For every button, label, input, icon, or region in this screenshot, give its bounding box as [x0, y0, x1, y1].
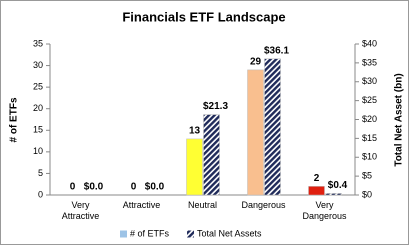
bar — [308, 186, 325, 196]
legend-swatch — [187, 230, 195, 238]
y-tick-label: 25 — [33, 82, 43, 92]
data-label: $0.0 — [84, 182, 104, 193]
legend-label: Total Net Assets — [197, 228, 262, 238]
data-label: $0.4 — [328, 180, 348, 191]
y-tick-label: 35 — [33, 38, 43, 48]
bar — [264, 58, 281, 196]
x-tick-label: Dangerous — [241, 200, 286, 210]
y2-tick-label: $25 — [362, 95, 377, 105]
legend-label: # of ETFs — [130, 228, 170, 238]
y-tick-label: 0 — [38, 189, 43, 199]
data-label: 0 — [131, 182, 137, 193]
x-tick-label: Neutral — [187, 200, 217, 210]
bar — [186, 138, 203, 196]
bar — [247, 69, 264, 196]
data-label: $36.1 — [264, 45, 289, 56]
data-label: 0 — [70, 182, 76, 193]
data-label: 13 — [189, 126, 201, 137]
data-label: $21.3 — [203, 101, 228, 112]
x-tick-label: Attractive — [122, 200, 161, 210]
bar — [203, 114, 220, 196]
y2-tick-label: $40 — [362, 38, 377, 48]
y-tick-label: 30 — [33, 60, 43, 70]
x-tick-label: Very Attractive — [61, 200, 100, 221]
y-tick-label: 10 — [33, 146, 43, 156]
data-label: 29 — [250, 57, 262, 68]
y2-tick-label: $20 — [362, 114, 377, 124]
y2-tick-label: $35 — [362, 57, 377, 67]
y2-tick-label: $5 — [362, 171, 372, 181]
y2-axis-title: Total Net Asset (bn) — [394, 73, 405, 166]
y-tick-label: 5 — [38, 168, 43, 178]
y2-tick-label: $10 — [362, 152, 377, 162]
y-tick-label: 20 — [33, 103, 43, 113]
data-label: 2 — [314, 173, 320, 184]
data-label: $0.0 — [145, 182, 165, 193]
bar — [325, 193, 342, 196]
y-tick-label: 15 — [33, 125, 43, 135]
x-tick-label: Very Dangerous — [302, 200, 347, 221]
y2-tick-label: $15 — [362, 133, 377, 143]
y2-tick-label: $30 — [362, 76, 377, 86]
y-axis-title: # of ETFs — [9, 97, 20, 142]
chart-title: Financials ETF Landscape — [122, 9, 285, 24]
y2-tick-label: $0 — [362, 189, 372, 199]
legend-swatch — [120, 230, 127, 238]
